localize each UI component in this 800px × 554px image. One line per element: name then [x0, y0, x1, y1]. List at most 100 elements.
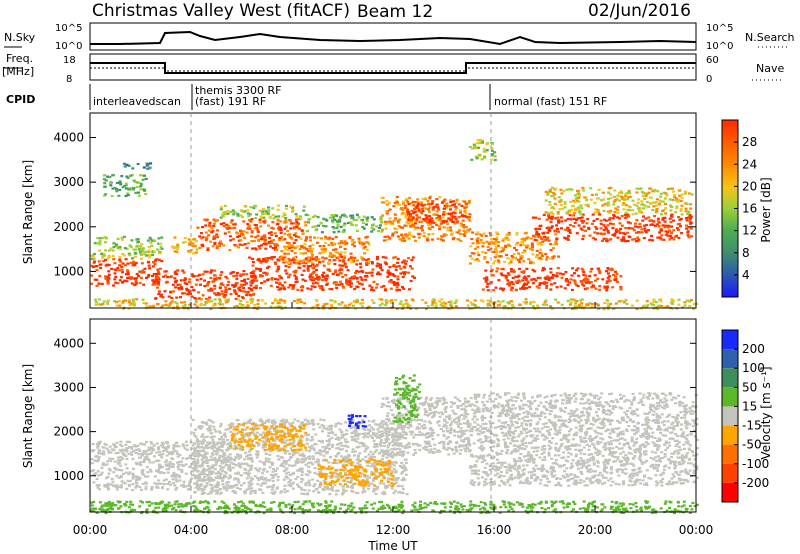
power-cell [343, 264, 347, 267]
power-cell [312, 265, 316, 268]
power-cell [457, 203, 461, 206]
power-cell [481, 300, 485, 303]
power-cell [538, 227, 542, 230]
power-cell [214, 293, 218, 296]
velocity-cell [244, 451, 248, 454]
velocity-cell [102, 453, 106, 456]
velocity-cell [157, 479, 161, 482]
velocity-cell [142, 450, 146, 453]
power-cell [523, 244, 527, 247]
power-cell [444, 212, 448, 215]
power-cell [181, 305, 185, 308]
power-cell [643, 304, 647, 307]
power-cell [606, 267, 610, 270]
power-cell [407, 202, 411, 206]
power-cell [594, 208, 598, 211]
power-cell [522, 260, 526, 263]
power-cell [438, 219, 442, 222]
power-cell [410, 298, 414, 301]
velocity-cell [355, 432, 359, 435]
power-cell [293, 256, 297, 259]
power-cell [577, 195, 581, 198]
power-cell [608, 193, 612, 196]
velocity-cell [291, 453, 295, 457]
power-cell [342, 224, 346, 227]
power-cell [403, 224, 407, 227]
power-cell [496, 259, 500, 262]
power-cell [614, 279, 618, 282]
power-cell [122, 254, 126, 257]
velocity-cell [134, 486, 138, 489]
power-cell [244, 205, 248, 208]
velocity-cell [242, 433, 246, 436]
power-cell [403, 266, 407, 269]
power-cell [514, 243, 518, 246]
power-cell [102, 252, 106, 255]
power-cell [328, 255, 332, 258]
power-cell [275, 269, 279, 273]
velocity-cell [181, 443, 185, 446]
power-cell [335, 286, 339, 290]
power-cell [138, 281, 142, 285]
power-cell [150, 244, 154, 247]
power-cell [338, 218, 342, 221]
velocity-cell [297, 439, 301, 442]
power-cell [418, 216, 421, 219]
power-cell [317, 224, 320, 227]
power-cell [633, 238, 637, 241]
velocity-cell [218, 431, 222, 434]
power-cell [361, 225, 365, 229]
power-cell [404, 216, 408, 219]
power-cell [344, 281, 348, 284]
velocity-cell [144, 485, 148, 488]
power-cell [206, 247, 210, 250]
velocity-cell [218, 465, 222, 468]
velocity-cell [289, 485, 293, 488]
power-cell [593, 211, 597, 214]
power-cell [332, 282, 336, 285]
power-cell [638, 222, 642, 225]
station-title: Christmas Valley West (fitACF) [92, 1, 350, 21]
power-cell [107, 277, 111, 280]
power-cell [525, 267, 529, 270]
velocity-cell [263, 463, 267, 466]
power-cell [417, 207, 421, 210]
velocity-cell [106, 475, 110, 478]
power-cell [230, 219, 234, 222]
power-cell [507, 281, 511, 284]
velocity-cell [138, 449, 142, 452]
power-cell [557, 255, 561, 258]
power-cell [179, 286, 183, 289]
velocity-cell [205, 435, 209, 438]
power-cell [572, 214, 576, 217]
power-cell [664, 207, 667, 210]
power-cell [527, 275, 531, 278]
power-cell [479, 241, 483, 244]
power-cell [425, 307, 428, 310]
power-cell [307, 221, 311, 224]
power-cell [296, 245, 300, 248]
power-cell [608, 279, 612, 283]
power-cell [686, 212, 690, 216]
power-cell [320, 287, 324, 290]
power-cell [225, 223, 229, 226]
power-cell [687, 216, 691, 219]
velocity-cell [138, 476, 142, 479]
power-cell [232, 271, 236, 274]
power-cell [666, 305, 670, 308]
power-cell [320, 231, 324, 234]
power-cell [357, 270, 361, 273]
power-cell [153, 280, 157, 283]
velocity-cell [119, 443, 122, 446]
power-cell [159, 242, 162, 245]
velocity-cell [99, 452, 103, 455]
power-cell [346, 283, 349, 286]
power-cell [656, 308, 659, 311]
velocity-cell [245, 488, 249, 491]
velocity-cell [119, 458, 123, 461]
power-cell [124, 182, 128, 185]
power-cell [507, 243, 511, 246]
power-cell [133, 304, 136, 307]
power-cell [400, 307, 404, 310]
velocity-cell [106, 485, 110, 488]
